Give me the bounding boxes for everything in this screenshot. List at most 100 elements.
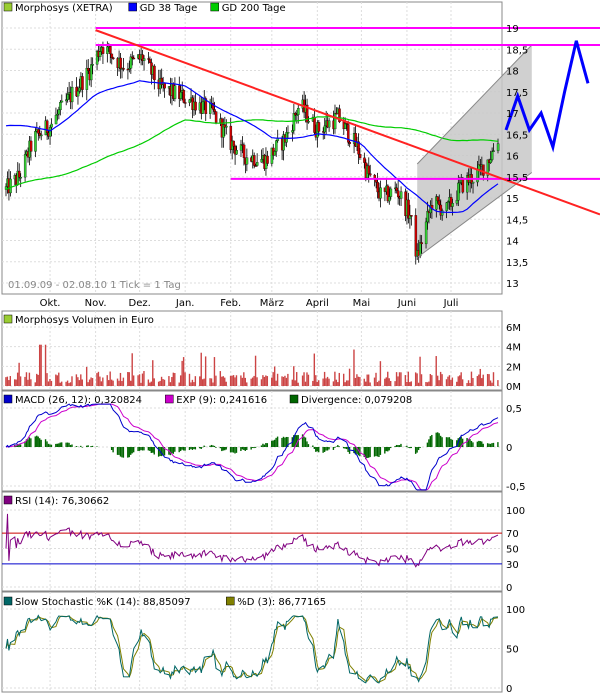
divergence-bar [275, 437, 277, 447]
price-moving-averages [5, 80, 499, 213]
divergence-bar [179, 447, 182, 452]
price-x-ticks: Okt. Nov. Dez. Jan. Feb. März April Mai Juni Juli [40, 298, 459, 309]
volume-bar [417, 382, 420, 386]
candle-body [60, 100, 64, 103]
volume-bar [199, 376, 201, 386]
divergence-bar [450, 438, 452, 447]
volume-bar [428, 381, 430, 386]
volume-bar [256, 377, 258, 386]
volume-bar [46, 373, 48, 386]
volume-bar [80, 374, 82, 386]
volume-bar [404, 375, 407, 386]
volume-bar [294, 380, 296, 386]
volume-bar [323, 371, 326, 386]
volume-bar [337, 382, 339, 386]
volume-bar [200, 352, 202, 386]
divergence-bar [231, 447, 233, 453]
candle-body [305, 104, 309, 123]
volume-bar [235, 375, 238, 386]
candle-body [317, 122, 321, 132]
divergence-bar [160, 447, 163, 457]
divergence-bar [260, 445, 263, 447]
volume-bar [14, 379, 16, 386]
candle-body [348, 142, 352, 144]
divergence-bar [429, 436, 432, 447]
candle-body [18, 170, 21, 178]
price-y-tick: 17 [506, 109, 519, 120]
candle-body [153, 65, 156, 81]
volume-bar [451, 377, 454, 386]
divergence-bar [232, 447, 235, 453]
candle-body [201, 101, 205, 114]
legend-label: GD 38 Tage [140, 3, 198, 14]
divergence-bar [209, 445, 211, 447]
rsi-plot-area [1, 491, 503, 592]
volume-bar [420, 374, 423, 386]
candle-body [110, 53, 114, 59]
candle-body [419, 242, 422, 257]
volume-bar [140, 382, 142, 386]
candle-body [424, 221, 428, 245]
divergence-bar [81, 447, 83, 448]
divergence-bar [492, 442, 495, 447]
volume-bar [30, 379, 32, 386]
candle-body [70, 86, 74, 103]
divergence-bar [128, 447, 130, 458]
divergence-bar [448, 437, 451, 447]
volume-bar [193, 382, 195, 386]
divergence-bar [272, 440, 274, 447]
volume-bar [181, 360, 183, 386]
divergence-bar [91, 445, 94, 447]
divergence-bar [34, 436, 36, 447]
price-y-tick: 18,5 [506, 45, 528, 56]
rsi-y-tick: 50 [506, 545, 519, 556]
volume-bar [388, 378, 390, 386]
candle-body [457, 182, 460, 201]
rsi-line [5, 513, 499, 568]
candle-body [184, 102, 187, 104]
volume-bar [447, 376, 449, 386]
divergence-bar [56, 443, 59, 447]
volume-bar [439, 371, 442, 386]
divergence-bar [273, 439, 276, 447]
candle-body [213, 109, 216, 112]
volume-bar [272, 372, 274, 386]
stoch-y-tick: 0 [506, 684, 512, 695]
volume-bar [225, 381, 227, 386]
candle-body [345, 123, 349, 125]
volume-bar [282, 376, 285, 386]
candle-body [396, 190, 400, 198]
volume-bar [291, 379, 293, 386]
volume-bar [334, 371, 336, 386]
volume-y-tick: 2M [506, 362, 521, 373]
volume-bar [65, 381, 67, 386]
volume-bar [359, 377, 361, 386]
divergence-bar [389, 447, 392, 449]
candle-body [446, 201, 450, 203]
divergence-bar [373, 447, 376, 457]
price-legend: Morphosys (XETRA) GD 38 Tage GD 200 Tage [3, 2, 286, 14]
candle-body [179, 92, 183, 99]
candle-body [90, 64, 93, 81]
candle-body [338, 108, 341, 123]
price-y-tick: 18 [506, 67, 519, 78]
divergence-bar [19, 444, 22, 447]
price-y-tick: 14 [506, 237, 519, 248]
divergence-bar [395, 444, 398, 447]
candle-body [225, 125, 228, 128]
divergence-bar [130, 447, 132, 455]
divergence-bar [68, 442, 70, 447]
volume-bar [191, 379, 194, 386]
volume-bar [265, 375, 267, 386]
volume-bar [159, 380, 161, 386]
volume-bar [410, 381, 412, 386]
candle-body [119, 57, 122, 69]
volume-bar [231, 375, 233, 386]
volume-bar [426, 382, 429, 386]
candle-body [389, 188, 393, 197]
volume-bar [178, 382, 180, 386]
divergence-bar [388, 447, 390, 451]
candle-body [122, 68, 125, 70]
volume-bar [174, 373, 176, 386]
divergence-bar [467, 439, 470, 447]
